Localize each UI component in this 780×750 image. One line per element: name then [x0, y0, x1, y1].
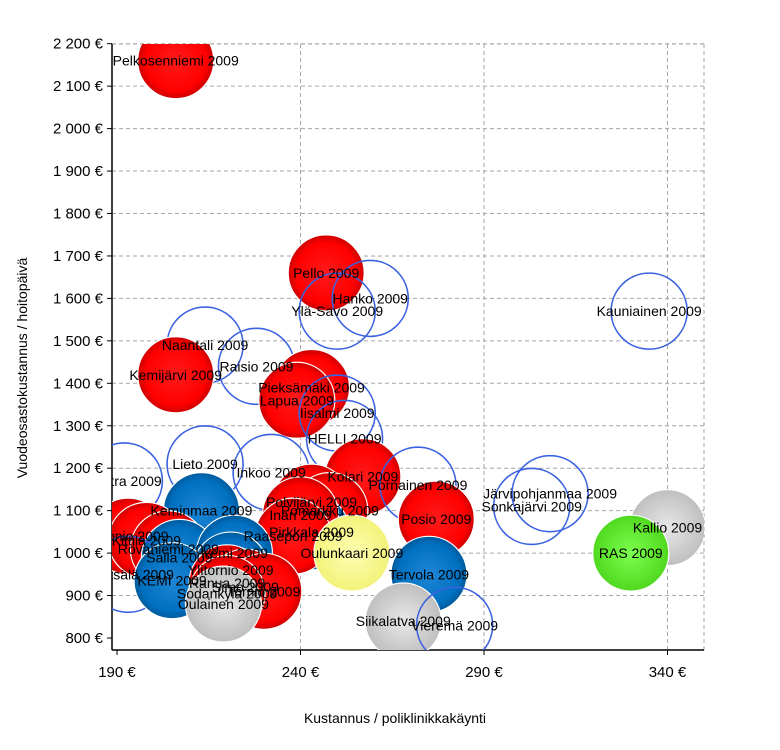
bubble-label: Lieto 2009 — [172, 456, 238, 472]
bubble-label: Tervola 2009 — [389, 566, 469, 582]
x-tick-label: 190 € — [98, 664, 136, 681]
bubble-label: Pelkosenniemi 2009 — [113, 53, 239, 69]
bubble — [492, 467, 571, 546]
bubble-label: Pornainen 2009 — [369, 477, 468, 493]
bubble — [331, 259, 410, 338]
y-tick-label: 2 000 € — [53, 121, 104, 138]
y-tick-label: 1 700 € — [53, 248, 104, 265]
bubble-label: Vieremä 2009 — [411, 617, 498, 633]
y-tick-label: 2 200 € — [53, 36, 104, 53]
bubble — [184, 565, 263, 643]
y-tick-label: 2 100 € — [53, 78, 104, 95]
bubble-label: Posio 2009 — [401, 511, 471, 527]
bubble-label: Kemi 2009 — [201, 545, 268, 561]
bubble-label: Pomarkku 2009 — [281, 503, 379, 519]
y-tick-label: 900 € — [65, 588, 103, 605]
y-tick-label: 1 600 € — [53, 290, 104, 307]
y-tick-label: 1 100 € — [53, 503, 104, 520]
bubble-label: Salla 2009 — [146, 549, 212, 565]
y-tick-label: 1 900 € — [53, 163, 104, 180]
y-tick-label: 1 000 € — [53, 545, 104, 562]
y-tick-label: 1 300 € — [53, 418, 104, 435]
bubble-label: Raisio 2009 — [219, 358, 293, 374]
bubble-label: Ylä-Savo 2009 — [291, 303, 383, 319]
bubble-label: Kittilä 2009 — [112, 532, 181, 548]
bubble — [592, 514, 670, 592]
bubble-label: Kauniainen 2009 — [597, 303, 702, 319]
y-tick-label: 1 200 € — [53, 460, 104, 477]
y-tick-label: 1 400 € — [53, 375, 104, 392]
bubble-label: Kemijärvi 2009 — [129, 367, 222, 383]
bubble-label: Naantali 2009 — [162, 337, 249, 353]
bubble-label: Pieksämäki 2009 — [258, 380, 365, 396]
bubble-label: Inari 2009 — [269, 507, 331, 523]
bubble — [298, 272, 377, 350]
bubble-label: Kallio 2009 — [633, 520, 702, 536]
bubble-label: Siikalatva 2009 — [356, 613, 451, 629]
bubble-label: Muonio 2009 — [88, 528, 169, 544]
bubble-label: Keminmaa 2009 — [150, 503, 252, 519]
bubble — [415, 586, 494, 650]
bubble-label: Kolari 2009 — [327, 469, 398, 485]
bubble-label: Ylitornio 2009 — [188, 562, 274, 578]
bubble — [364, 582, 442, 650]
y-tick-label: 800 € — [65, 630, 103, 647]
bubble-label: Iisalmi 2009 — [300, 405, 375, 421]
bubble-label: Raasepori 2009 — [244, 528, 343, 544]
x-tick-label: 290 € — [465, 664, 503, 681]
bubble-label: Simo 2009 — [212, 579, 279, 595]
x-tick-label: 340 € — [649, 664, 687, 681]
y-tick-label: 1 800 € — [53, 206, 104, 223]
bubble-label: Tornio 2009 — [227, 583, 300, 599]
bubble — [313, 514, 391, 592]
bubble-label: Rovaniemi 2009 — [118, 541, 219, 557]
bubble — [287, 234, 365, 312]
bubble-label: HELLI 2009 — [308, 430, 382, 446]
bubble-label: Pirkkala 2009 — [269, 524, 354, 540]
x-axis-title: Kustannus / poliklinikkakäynti — [304, 710, 486, 726]
bubble-label: Imatra 2009 — [87, 473, 162, 489]
bubble — [511, 454, 589, 533]
bubble-label: Sodankylä 2009 — [177, 585, 278, 601]
bubble-label: Hanko 2009 — [332, 290, 408, 306]
bubble — [137, 336, 215, 414]
bubble-label: Oulainen 2009 — [178, 596, 269, 612]
bubble-label: KEMI 2009 — [137, 573, 206, 589]
x-tick-label: 240 € — [282, 664, 320, 681]
bubble-label: Järvipohjanmaa 2009 — [483, 486, 617, 502]
tick-labels: 800 € 900 € 1 000 € 1 100 € 1 200 € 1 300 € 1 … — [53, 36, 687, 681]
bubble-label: Sonkajärvi 2009 — [482, 498, 583, 514]
bubble-label: Polvijärvi 2009 — [266, 494, 357, 510]
y-axis-title: Vuodeosastokustannus / hoitopäivä — [14, 258, 30, 479]
y-tick-label: 1 500 € — [53, 333, 104, 350]
bubble — [137, 44, 215, 100]
bubble-label: Pello 2009 — [293, 265, 359, 281]
bubble-label: Inkoo 2009 — [236, 464, 305, 480]
bubble-label: Ranua 2009 — [189, 575, 266, 591]
bubble-label: Oulunkaari 2009 — [301, 545, 404, 561]
bubble-label: Mäntsälä 2009 — [82, 566, 174, 582]
bubble-label: Lapua 2009 — [260, 392, 334, 408]
bubble-label: RAS 2009 — [599, 545, 663, 561]
bubble — [610, 272, 688, 350]
